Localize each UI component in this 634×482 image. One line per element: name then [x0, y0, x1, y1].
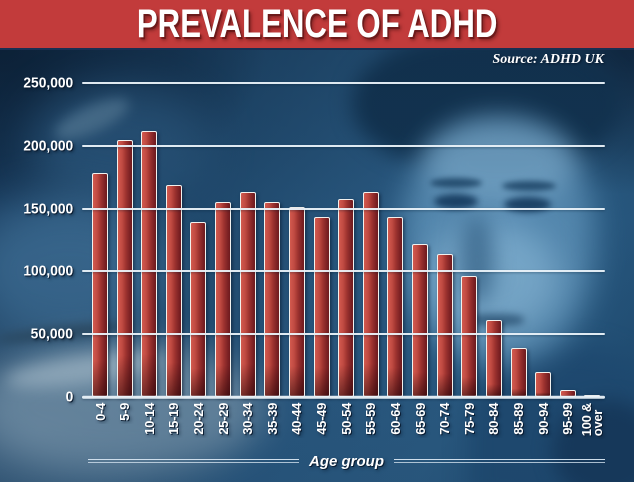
bar-65-69: [412, 243, 429, 397]
x-tick-slot: 40-44: [289, 403, 305, 435]
x-tick-slot: 55-59: [363, 403, 379, 435]
x-tick-label: 50-54: [338, 403, 354, 435]
x-tick-label: 60-64: [387, 403, 403, 435]
boy-eyebrow-right: [502, 181, 556, 191]
x-tick-label: 65-69: [412, 403, 428, 435]
x-tick-label: 100 & over: [579, 403, 606, 437]
y-tick-label: 0: [65, 388, 73, 406]
y-tick-label: 150,000: [23, 200, 73, 218]
bar-70-74: [436, 253, 453, 397]
bar-80-84: [485, 320, 502, 397]
gridline-200000: [82, 144, 605, 147]
x-tick-slot: 5-9: [117, 403, 133, 421]
x-tick-label: 40-44: [289, 403, 305, 435]
x-tick-label: 5-9: [117, 403, 133, 421]
x-tick-label: 85-89: [511, 403, 527, 435]
x-tick-label: 15-19: [166, 403, 182, 435]
x-tick-label: 20-24: [190, 403, 206, 435]
title-banner: PREVALENCE OF ADHD: [0, 0, 634, 50]
x-tick-slot: 85-89: [511, 403, 527, 435]
x-tick-label: 0-4: [92, 403, 108, 421]
x-tick-slot: 50-54: [338, 403, 354, 435]
y-tick-label: 200,000: [23, 137, 73, 155]
x-tick-slot: 10-14: [141, 403, 157, 435]
bar-55-59: [362, 192, 379, 397]
boy-eyebrow-left: [430, 178, 482, 188]
x-tick-slot: 15-19: [166, 403, 182, 435]
x-axis-title-row: Age group: [88, 453, 605, 469]
x-tick-slot: 95-99: [560, 403, 576, 435]
x-tick-label: 10-14: [141, 403, 157, 435]
x-tick-slot: 25-29: [215, 403, 231, 435]
x-tick-slot: 90-94: [535, 403, 551, 435]
bar-35-39: [264, 202, 281, 397]
bar-85-89: [510, 348, 527, 397]
x-tick-slot: 60-64: [387, 403, 403, 435]
gridline-50000: [82, 333, 605, 336]
x-tick-slot: 35-39: [264, 403, 280, 435]
boy-eye-left: [434, 194, 478, 209]
x-tick-label: 95-99: [560, 403, 576, 435]
bar-45-49: [313, 217, 330, 397]
bar-90-94: [535, 371, 552, 397]
x-tick-slot: 0-4: [92, 403, 108, 421]
bar-15-19: [165, 184, 182, 397]
y-tick-label: 50,000: [30, 325, 73, 343]
x-tick-slot: 45-49: [314, 403, 330, 435]
bar-75-79: [461, 276, 478, 397]
x-tick-label: 80-84: [486, 403, 502, 435]
x-axis-title: Age group: [309, 452, 384, 470]
x-tick-slot: 75-79: [461, 403, 477, 435]
y-tick-label: 100,000: [23, 262, 73, 280]
bar-30-34: [239, 192, 256, 397]
x-tick-label: 55-59: [363, 403, 379, 435]
x-tick-label: 35-39: [264, 403, 280, 435]
x-tick-slot: 65-69: [412, 403, 428, 435]
gridline-0: [82, 395, 605, 399]
gridline-250000: [82, 82, 605, 84]
bar-60-64: [387, 217, 404, 397]
x-tick-slot: 20-24: [190, 403, 206, 435]
bar-chart-plot: 0 50,000 100,000 150,000 200,000 250,000 0-4 5…: [23, 76, 605, 437]
x-tick-slot: 80-84: [486, 403, 502, 435]
bar-50-54: [338, 198, 355, 397]
boy-mouth: [468, 314, 524, 326]
x-tick-label: 70-74: [437, 403, 453, 435]
x-tick-slot: 70-74: [437, 403, 453, 435]
axis-rule-left: [88, 459, 299, 463]
x-tick-label: 90-94: [535, 403, 551, 435]
source-label: Source: ADHD UK: [492, 52, 605, 67]
bar-40-44: [288, 207, 305, 397]
y-tick-label: 250,000: [23, 74, 73, 92]
x-tick-label: 30-34: [240, 403, 256, 435]
boy-forehead: [425, 123, 575, 203]
chart-title: PREVALENCE OF ADHD: [136, 2, 498, 46]
x-tick-label: 75-79: [461, 403, 477, 435]
bar-5-9: [116, 139, 133, 397]
gridline-150000: [82, 207, 605, 210]
gridline-100000: [82, 270, 605, 273]
axis-rule-right: [394, 459, 605, 463]
bar-20-24: [190, 222, 207, 397]
x-tick-slot: 30-34: [240, 403, 256, 435]
x-tick-slot: 100 & over: [579, 403, 606, 437]
x-tick-label: 25-29: [215, 403, 231, 435]
bar-25-29: [215, 202, 232, 397]
x-tick-label: 45-49: [314, 403, 330, 435]
bar-10-14: [141, 130, 158, 397]
